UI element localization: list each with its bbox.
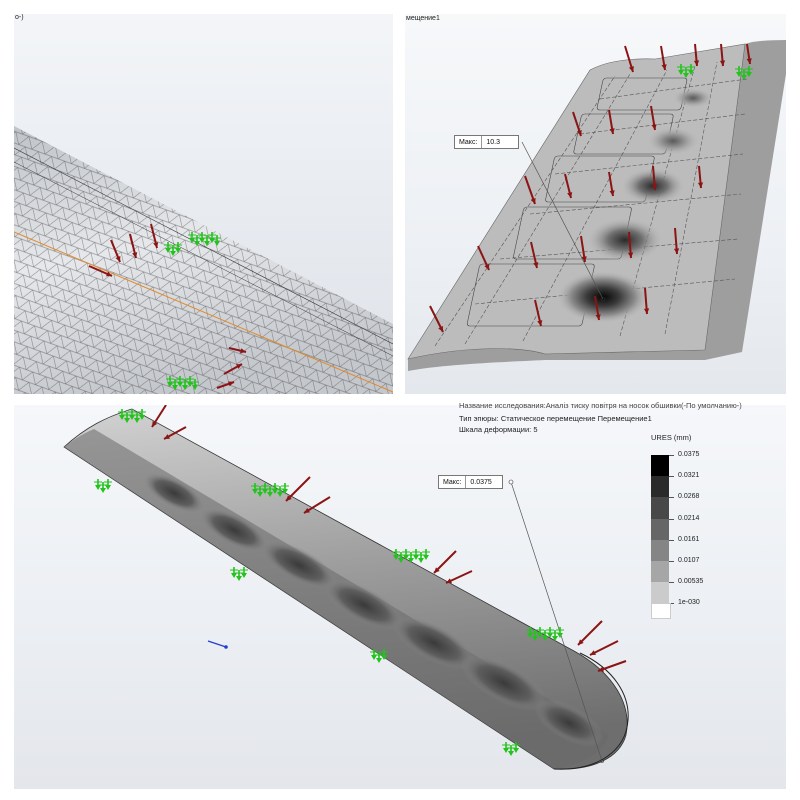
legend-swatch — [651, 497, 669, 519]
legend-tick-label: 0.0214 — [678, 514, 700, 522]
force-arrow-icon — [433, 550, 457, 574]
force-arrow-icon — [228, 347, 247, 354]
max-label: Макс: — [455, 136, 483, 148]
force-arrow-icon — [129, 233, 138, 259]
panel-model — [407, 40, 786, 371]
legend-tick-label: 0.0321 — [678, 472, 700, 480]
force-arrow-icon — [597, 660, 627, 672]
force-arrow-icon — [608, 109, 615, 135]
force-arrow-icon — [697, 165, 704, 189]
fixture-arrow-icon — [392, 549, 430, 563]
plot-caption: мещение1 — [406, 15, 440, 22]
fixture-arrow-icon — [164, 242, 182, 256]
force-arrow-icon — [524, 175, 536, 205]
mesh-caption: о-) — [15, 14, 24, 21]
max-value: 10.3 — [486, 138, 501, 146]
force-arrow-icon — [746, 43, 752, 65]
deformation-scale: Шкала деформации: 5 — [459, 425, 538, 434]
fixture-arrow-icon — [94, 479, 112, 493]
plot-type: Тип эпюры: Статическое перемещение Перем… — [459, 414, 652, 423]
force-arrow-icon — [150, 223, 159, 249]
force-arrow-icon — [534, 299, 543, 327]
legend-tick-label: 0.00535 — [678, 578, 704, 586]
fixture-arrow-icon — [370, 649, 388, 663]
legend-tick-label: 0.0161 — [678, 535, 700, 543]
force-arrow-icon — [477, 245, 490, 271]
force-arrow-icon — [285, 476, 311, 502]
force-arrow-icon — [223, 363, 243, 375]
legend-tick-label: 0.0375 — [678, 451, 700, 458]
force-arrow-icon — [719, 43, 726, 67]
force-arrow-icon — [594, 295, 601, 321]
force-arrow-icon — [530, 241, 539, 269]
force-arrow-icon — [445, 570, 473, 584]
fixture-arrow-icon — [526, 627, 564, 641]
legend-tick-label: 0.0268 — [678, 493, 700, 501]
max-value-bottom: 0.0375 — [470, 478, 492, 486]
force-arrow-icon — [580, 235, 587, 263]
fixture-arrow-icon — [230, 567, 248, 581]
mesh-viewport[interactable]: о-) — [14, 14, 393, 394]
force-arrow-icon — [651, 165, 658, 191]
max-marker[interactable]: Макс: 10.3 — [454, 135, 520, 149]
legend-title: URES (mm) — [651, 433, 692, 442]
fixture-arrow-icon — [118, 409, 146, 423]
legend-tick-label: 1e-030 — [678, 599, 700, 607]
force-arrow-icon — [572, 111, 582, 137]
displacement-plot-viewport[interactable]: Макс: 0.0375 — [14, 405, 786, 789]
study-name: Название исследования:Аналіз тиску повіт… — [459, 401, 742, 410]
legend-swatch — [651, 539, 669, 561]
force-arrow-icon — [650, 105, 657, 131]
force-arrow-icon — [303, 496, 331, 514]
force-arrow-icon — [216, 381, 235, 389]
force-arrow-icon — [110, 239, 121, 263]
force-arrow-icon — [163, 426, 187, 440]
legend-swatch — [651, 561, 669, 583]
legend-swatch — [651, 518, 669, 540]
legend-tick-label: 0.0107 — [678, 557, 700, 564]
force-arrow-icon — [564, 173, 573, 199]
force-arrow-icon — [673, 227, 680, 255]
legend-swatch — [651, 476, 669, 498]
legend-swatch — [651, 582, 669, 604]
force-arrow-icon — [151, 405, 167, 428]
force-arrow-icon — [693, 43, 700, 67]
force-arrow-icon — [624, 45, 634, 73]
mesh-edge-line — [14, 231, 393, 393]
max-marker-bottom[interactable]: Макс: 0.0375 — [438, 475, 504, 489]
fixture-arrow-icon — [677, 64, 695, 78]
force-arrow-icon — [589, 640, 619, 656]
mesh-model — [14, 126, 393, 394]
fixture-arrow-icon — [251, 483, 289, 497]
leading-edge-model — [63, 405, 629, 770]
force-arrow-icon — [627, 231, 634, 259]
fixture-arrow-icon — [502, 742, 520, 756]
fixture-arrow-icon — [166, 376, 199, 390]
force-arrow-icon — [577, 620, 603, 646]
fixture-arrow-icon — [188, 232, 221, 246]
panel-surface — [407, 43, 746, 360]
stress-plot-viewport[interactable]: мещение1 — [405, 14, 786, 394]
legend-swatch — [651, 455, 669, 477]
force-arrow-icon — [660, 45, 667, 71]
force-arrow-icon — [88, 265, 113, 277]
axis-triad-icon — [207, 640, 228, 649]
force-arrow-icon — [608, 171, 615, 197]
force-arrow-icon — [643, 287, 650, 315]
force-arrow-icon — [429, 305, 444, 333]
fixture-arrow-icon — [735, 66, 753, 80]
max-label-bottom: Макс: — [439, 476, 467, 488]
